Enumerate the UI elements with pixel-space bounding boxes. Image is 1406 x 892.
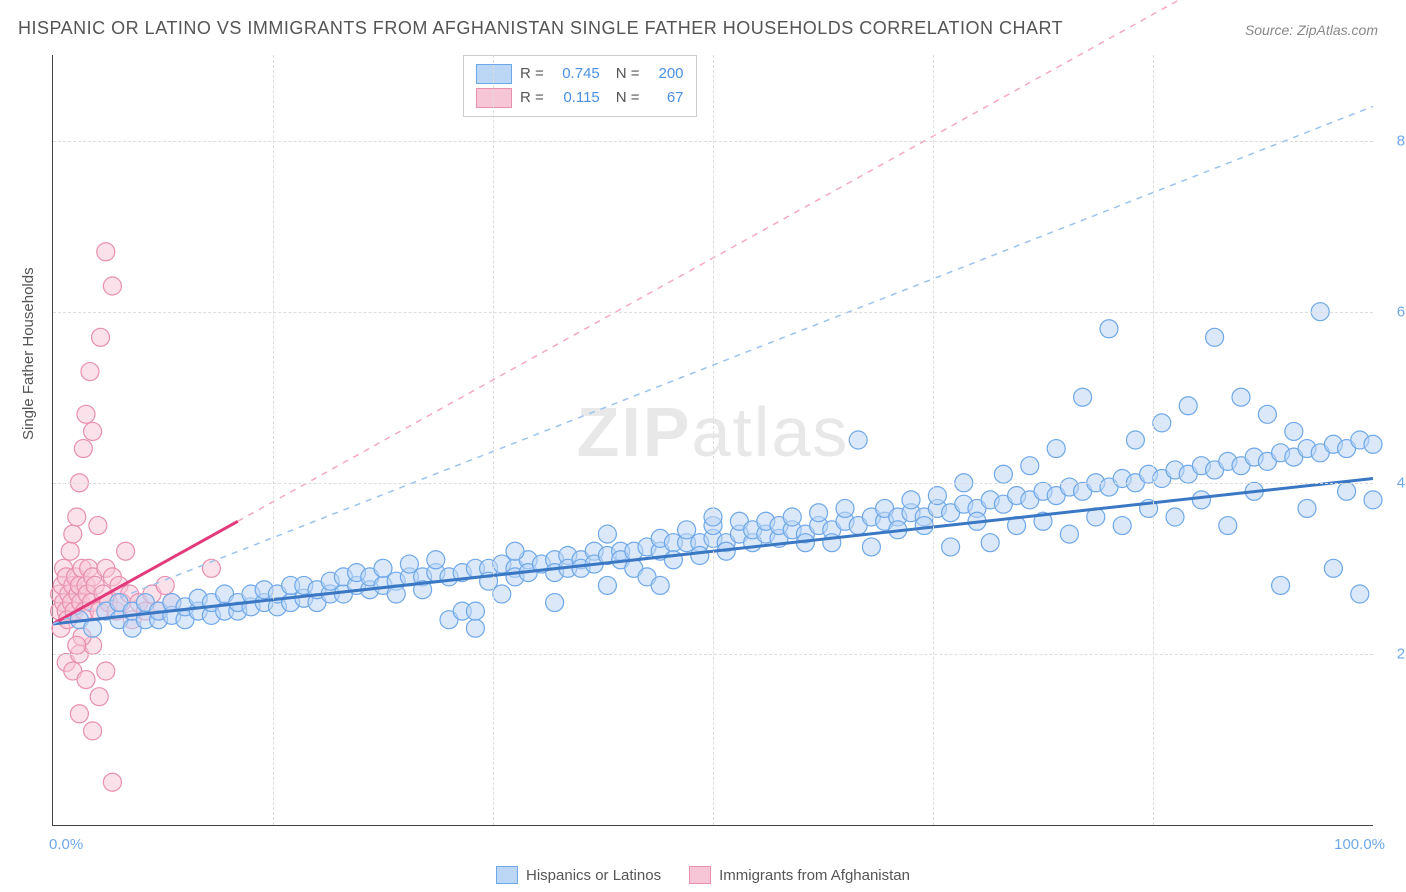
scatter-point [862, 538, 880, 556]
x-tick-max: 100.0% [1334, 836, 1385, 853]
legend-item-blue: Hispanics or Latinos [496, 866, 661, 884]
scatter-point [598, 576, 616, 594]
scatter-point [1364, 491, 1382, 509]
scatter-point [1126, 431, 1144, 449]
scatter-point [64, 525, 82, 543]
scatter-point [783, 508, 801, 526]
scatter-point [1298, 499, 1316, 517]
scatter-point [651, 576, 669, 594]
scatter-point [92, 328, 110, 346]
scatter-point [810, 504, 828, 522]
scatter-point [1179, 397, 1197, 415]
scatter-point [77, 405, 95, 423]
y-tick-label: 6.0% [1397, 303, 1406, 320]
y-axis-label: Single Father Households [20, 267, 37, 440]
scatter-point [90, 688, 108, 706]
scatter-point [1074, 388, 1092, 406]
scatter-point [1060, 525, 1078, 543]
scatter-point [466, 619, 484, 637]
scatter-point [1285, 422, 1303, 440]
scatter-point [1272, 576, 1290, 594]
scatter-point [84, 422, 102, 440]
scatter-point [1232, 388, 1250, 406]
scatter-point [981, 534, 999, 552]
scatter-point [849, 431, 867, 449]
y-tick-label: 8.0% [1397, 132, 1406, 149]
scatter-point [1047, 440, 1065, 458]
scatter-point [1324, 559, 1342, 577]
scatter-point [89, 517, 107, 535]
gridline-vertical [933, 55, 934, 825]
scatter-point [493, 585, 511, 603]
plot-area: ZIPatlas R = 0.745 N = 200 R = 0.115 N =… [52, 55, 1373, 826]
scatter-point [928, 487, 946, 505]
scatter-point [1351, 585, 1369, 603]
scatter-point [915, 517, 933, 535]
scatter-point [691, 547, 709, 565]
trend-line-dash [238, 0, 1373, 521]
legend-swatch-pink [689, 866, 711, 884]
scatter-point [61, 542, 79, 560]
scatter-point [836, 499, 854, 517]
y-tick-label: 2.0% [1397, 645, 1406, 662]
scatter-point [1153, 414, 1171, 432]
scatter-point [1338, 482, 1356, 500]
scatter-point [74, 440, 92, 458]
scatter-point [70, 705, 88, 723]
scatter-point [942, 538, 960, 556]
scatter-point [1166, 508, 1184, 526]
x-tick-min: 0.0% [49, 836, 83, 853]
legend-swatch-blue [496, 866, 518, 884]
scatter-point [84, 619, 102, 637]
scatter-point [68, 636, 86, 654]
scatter-point [68, 508, 86, 526]
scatter-point [506, 542, 524, 560]
legend-item-pink: Immigrants from Afghanistan [689, 866, 910, 884]
scatter-point [103, 773, 121, 791]
scatter-point [1364, 435, 1382, 453]
legend-label-pink: Immigrants from Afghanistan [719, 867, 910, 884]
scatter-point [77, 671, 95, 689]
gridline-vertical [713, 55, 714, 825]
scatter-point [1192, 491, 1210, 509]
gridline-vertical [1153, 55, 1154, 825]
legend-label-blue: Hispanics or Latinos [526, 867, 661, 884]
scatter-point [427, 551, 445, 569]
bottom-legend: Hispanics or Latinos Immigrants from Afg… [496, 866, 910, 884]
gridline-vertical [493, 55, 494, 825]
scatter-point [994, 465, 1012, 483]
scatter-point [546, 594, 564, 612]
scatter-point [103, 277, 121, 295]
scatter-point [1021, 457, 1039, 475]
scatter-point [81, 363, 99, 381]
scatter-point [902, 491, 920, 509]
scatter-point [1219, 517, 1237, 535]
scatter-point [117, 542, 135, 560]
scatter-point [1113, 517, 1131, 535]
scatter-point [97, 243, 115, 261]
scatter-point [598, 525, 616, 543]
scatter-point [97, 662, 115, 680]
scatter-point [1100, 320, 1118, 338]
source-attribution: Source: ZipAtlas.com [1245, 22, 1378, 38]
chart-title: HISPANIC OR LATINO VS IMMIGRANTS FROM AF… [18, 18, 1063, 39]
gridline-vertical [273, 55, 274, 825]
scatter-point [1206, 328, 1224, 346]
scatter-point [1258, 405, 1276, 423]
scatter-point [84, 722, 102, 740]
scatter-point [466, 602, 484, 620]
y-tick-label: 4.0% [1397, 474, 1406, 491]
